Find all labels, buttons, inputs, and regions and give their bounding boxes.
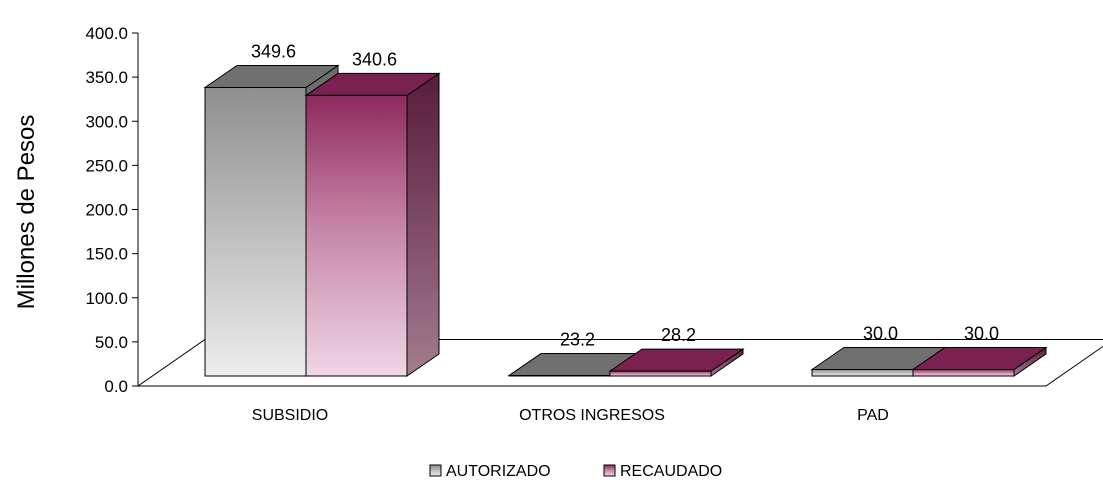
y-tick-label: 400.0: [85, 24, 128, 43]
data-label: 23.2: [560, 330, 595, 350]
y-axis-title: Millones de Pesos: [13, 115, 40, 310]
y-tick-label: 100.0: [85, 289, 128, 308]
legend-label-recaudado: RECAUDADO: [620, 463, 722, 480]
bars-group: [203, 64, 1048, 377]
floor-plane: [136, 339, 1103, 387]
bar-side: [406, 72, 440, 377]
bar: [912, 369, 1015, 377]
data-label: 349.6: [251, 41, 296, 61]
data-label: 28.2: [661, 325, 696, 345]
chart-floor: [136, 339, 1103, 387]
y-tick-label: 250.0: [85, 156, 128, 175]
legend-label-autorizado: AUTORIZADO: [446, 463, 551, 480]
bar: [811, 369, 914, 377]
category-label: SUBSIDIO: [252, 407, 328, 424]
category-label: OTROS INGRESOS: [519, 407, 665, 424]
y-tick-label: 0.0: [104, 377, 128, 396]
data-label: 30.0: [863, 324, 898, 344]
category-label: PAD: [857, 407, 889, 424]
y-tick-label: 50.0: [95, 333, 128, 352]
data-labels-group: 349.6 340.6 23.2 28.2 30.0 30.0: [251, 41, 999, 349]
bar: [609, 370, 712, 377]
y-tick-label: 150.0: [85, 245, 128, 264]
data-label: 30.0: [964, 324, 999, 344]
category-labels-group: SUBSIDIO OTROS INGRESOS PAD: [252, 407, 889, 424]
y-axis: 0.0 50.0 100.0 150.0 200.0 250.0 300.0 350.0 400…: [85, 24, 139, 396]
bar: [204, 86, 307, 377]
legend-swatch-autorizado: [429, 464, 442, 477]
bar: [305, 94, 408, 377]
y-tick-label: 350.0: [85, 68, 128, 87]
legend-swatch-recaudado: [603, 464, 616, 477]
data-label: 340.6: [352, 49, 397, 69]
y-tick-label: 200.0: [85, 201, 128, 220]
y-tick-label: 300.0: [85, 112, 128, 131]
legend: AUTORIZADO RECAUDADO: [429, 463, 722, 480]
